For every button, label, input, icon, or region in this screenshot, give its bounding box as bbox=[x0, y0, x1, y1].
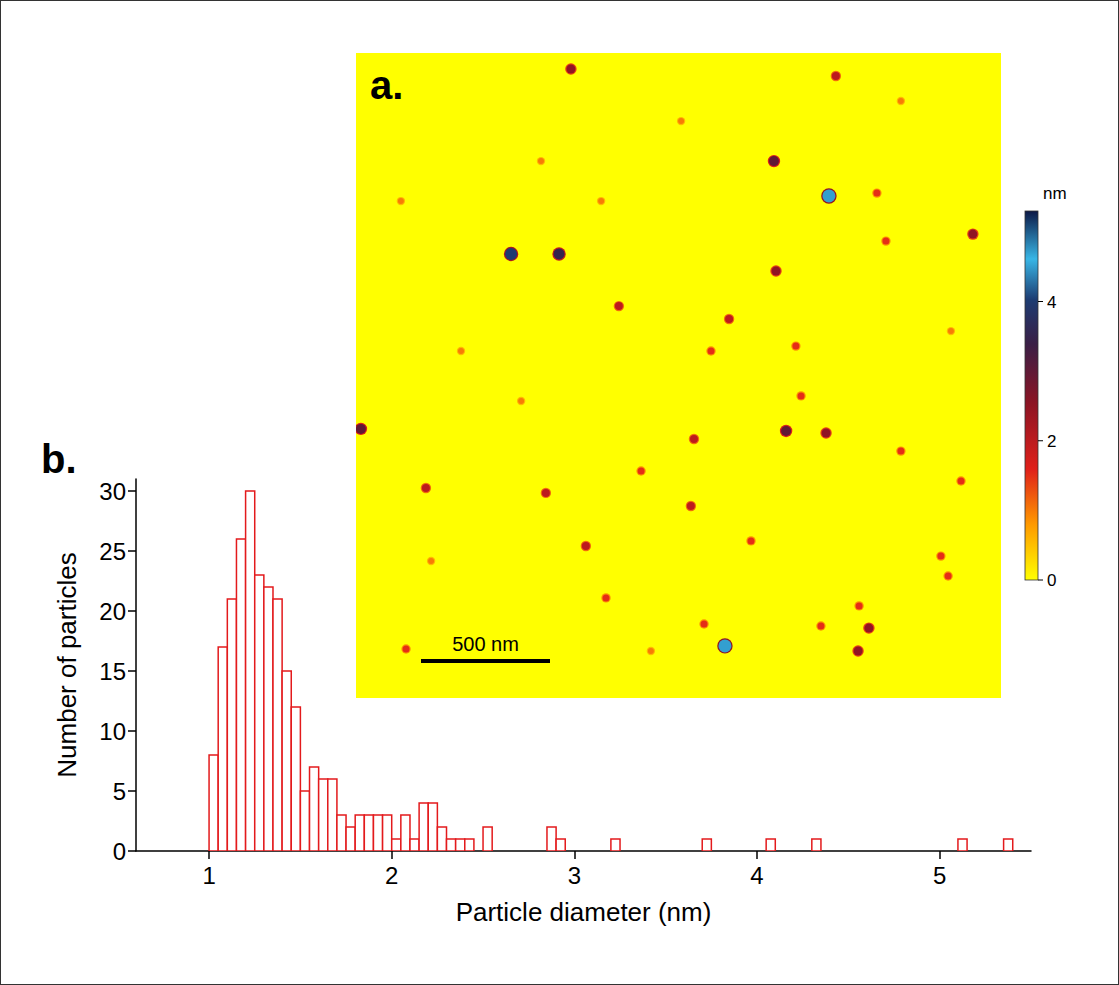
svg-text:0: 0 bbox=[113, 838, 126, 865]
svg-text:20: 20 bbox=[99, 598, 126, 625]
svg-text:Number of particles: Number of particles bbox=[52, 552, 82, 777]
svg-text:4: 4 bbox=[1047, 293, 1056, 312]
svg-text:2: 2 bbox=[385, 862, 398, 889]
svg-text:5: 5 bbox=[933, 862, 946, 889]
svg-text:5: 5 bbox=[113, 778, 126, 805]
svg-text:0: 0 bbox=[1047, 571, 1056, 590]
svg-text:25: 25 bbox=[99, 538, 126, 565]
svg-text:15: 15 bbox=[99, 658, 126, 685]
svg-text:500 nm: 500 nm bbox=[452, 633, 519, 655]
html-text:b.: b. bbox=[41, 437, 77, 481]
svg-text:Particle diameter (nm): Particle diameter (nm) bbox=[456, 897, 712, 927]
svg-text:3: 3 bbox=[568, 862, 581, 889]
svg-text:a.: a. bbox=[370, 63, 403, 107]
svg-text:10: 10 bbox=[99, 718, 126, 745]
svg-text:2: 2 bbox=[1047, 432, 1056, 451]
svg-text:4: 4 bbox=[750, 862, 763, 889]
svg-text:nm: nm bbox=[1043, 184, 1067, 203]
svg-text:30: 30 bbox=[99, 478, 126, 505]
svg-text:1: 1 bbox=[202, 862, 215, 889]
